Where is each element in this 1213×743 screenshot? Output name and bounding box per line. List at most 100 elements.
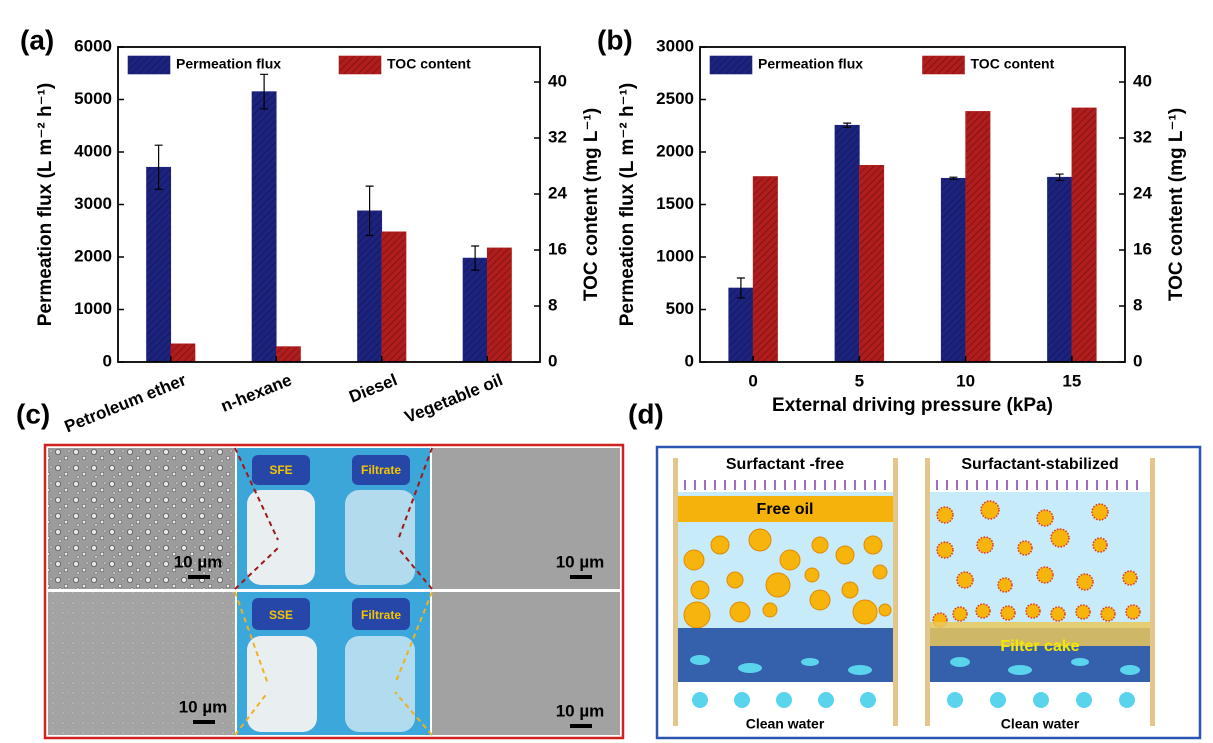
error-bar (1055, 173, 1064, 181)
zoom-line (234, 591, 269, 736)
x-tick-label: Diesel (346, 370, 400, 406)
scale-bar-label: 10 µm (179, 697, 228, 716)
x-axis-label: External driving pressure (kPa) (772, 395, 1053, 416)
micrograph (432, 592, 620, 735)
y2-tick-label: 0 (1133, 351, 1142, 370)
legend-label: TOC content (971, 56, 1055, 72)
y2-tick-label: 24 (548, 183, 567, 202)
panel-c: SFE Filtrate SSE Filtrate 10 µm 10 µm 10… (16, 398, 625, 740)
x-tick-label: 15 (1062, 371, 1081, 390)
post (1150, 458, 1155, 726)
y-axis-label: Permeation flux (L m⁻² h⁻¹) (35, 83, 56, 327)
scale-bar (188, 575, 210, 579)
y-tick-label: 1500 (656, 194, 694, 213)
error-bar (260, 73, 269, 110)
post (893, 458, 898, 726)
plot-frame (117, 46, 541, 363)
cap (352, 455, 410, 485)
jar-label: SSE (269, 608, 293, 622)
y-tick-label: 4000 (74, 141, 112, 160)
error-bar (736, 277, 745, 299)
scale-bar (570, 575, 592, 579)
cap (352, 598, 410, 630)
y2-tick-label: 16 (1133, 239, 1152, 258)
y-tick-label: 0 (103, 351, 112, 370)
x-tick-label: 10 (956, 371, 975, 390)
panel-label: (b) (597, 24, 633, 55)
bar (728, 287, 754, 363)
y2-tick-label: 16 (548, 239, 567, 258)
y2-tick-label: 8 (548, 295, 557, 314)
bottom-label: Clean water (746, 716, 825, 732)
bar (940, 177, 966, 363)
x-tick-label: Vegetable oil (402, 370, 505, 427)
jar (345, 490, 415, 585)
diagram-title: Surfactant -free (726, 456, 844, 473)
panel-label: (a) (20, 24, 54, 55)
jar-label: Filtrate (361, 608, 401, 622)
bottom-label: Clean water (1001, 716, 1080, 732)
panel-d: Surfactant -free Surfactant-stabilized F… (628, 398, 1202, 740)
oil-label: Free oil (757, 501, 814, 518)
y2-tick-label: 32 (1133, 127, 1152, 146)
zoom-line (234, 447, 279, 590)
micrograph (48, 448, 235, 589)
bar (170, 343, 196, 363)
scale-bar (570, 724, 592, 728)
error-bar (843, 122, 852, 128)
cap (252, 598, 310, 630)
bar (462, 257, 488, 363)
legend-swatch (338, 55, 382, 75)
error-bar (365, 185, 374, 237)
y-tick-label: 3000 (74, 194, 112, 213)
y-axis-label: Permeation flux (L m⁻² h⁻¹) (617, 83, 638, 327)
panel-label: (d) (628, 398, 664, 429)
zoom-line (397, 447, 433, 590)
zoom-line (394, 591, 433, 736)
bar (859, 165, 885, 363)
micrograph (48, 592, 235, 735)
cake-label: Filter cake (1000, 638, 1079, 655)
y-tick-label: 5000 (74, 89, 112, 108)
scale-bar-label: 10 µm (556, 552, 605, 571)
legend-swatch (709, 55, 753, 75)
jar (247, 636, 317, 732)
y2-tick-label: 0 (548, 351, 557, 370)
y-tick-label: 2000 (74, 246, 112, 265)
cap (252, 455, 310, 485)
y2-tick-label: 40 (548, 71, 567, 90)
bar (752, 176, 778, 363)
x-tick-label: 0 (748, 371, 757, 390)
bar (381, 231, 407, 363)
diagram-title: Surfactant-stabilized (961, 456, 1118, 473)
scale-bar (193, 720, 215, 724)
x-tick-label: n-hexane (218, 370, 294, 416)
jar (247, 490, 315, 585)
filter-cake (930, 622, 1150, 646)
y-tick-label: 3000 (656, 36, 694, 55)
y2-tick-label: 32 (548, 127, 567, 146)
error-bar (154, 144, 163, 190)
micrograph (432, 448, 620, 589)
y-tick-label: 6000 (74, 36, 112, 55)
oil-layer (678, 496, 893, 522)
y2-axis-label: TOC content (mg L⁻¹) (581, 108, 602, 301)
panel-label: (c) (16, 398, 50, 429)
legend-label: Permeation flux (176, 56, 281, 72)
y-tick-label: 1000 (74, 299, 112, 318)
y-tick-label: 2500 (656, 89, 694, 108)
scale-bar-label: 10 µm (556, 701, 605, 720)
jar-label: SFE (269, 463, 292, 477)
bar (251, 91, 277, 363)
y2-tick-label: 8 (1133, 295, 1142, 314)
error-bar (471, 245, 480, 271)
legend-swatch (922, 55, 965, 75)
x-tick-label: Petroleum ether (62, 370, 189, 436)
x-tick-label: 5 (855, 371, 864, 390)
jar (345, 636, 415, 732)
bar (275, 346, 301, 363)
y-tick-label: 0 (685, 351, 694, 370)
bar (1047, 176, 1073, 363)
jar-label: Filtrate (361, 463, 401, 477)
plot-frame (699, 46, 1126, 363)
